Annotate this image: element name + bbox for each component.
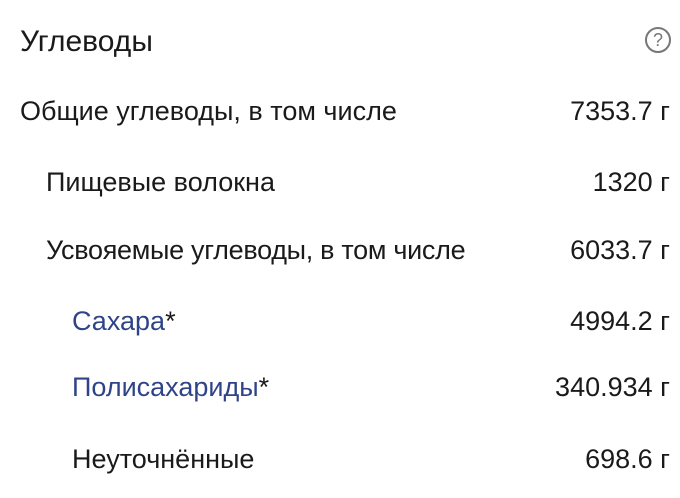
row-value: 340.934 г — [555, 372, 670, 402]
row-label: Усвояемые углеводы, в том числе — [46, 235, 466, 265]
row-fiber: Пищевые волокна 1320 г — [0, 162, 670, 202]
row-label: Пищевые волокна — [46, 167, 275, 197]
row-polysaccharides: Полисахариды* 340.934 г — [0, 367, 670, 407]
row-value: 7353.7 г — [570, 96, 670, 126]
row-value: 6033.7 г — [570, 235, 670, 265]
polysaccharides-link[interactable]: Полисахариды — [72, 372, 259, 402]
row-sugars: Сахара* 4994.2 г — [0, 301, 670, 341]
row-value: 4994.2 г — [570, 306, 670, 336]
section-title: Углеводы — [20, 25, 153, 58]
footnote-marker: * — [165, 306, 176, 336]
row-value: 1320 г — [592, 167, 670, 197]
row-digestible-carbs: Усвояемые углеводы, в том числе 6033.7 г — [0, 230, 670, 270]
footnote-marker: * — [258, 372, 270, 402]
help-icon[interactable]: ? — [645, 27, 671, 53]
sugars-link[interactable]: Сахара — [72, 306, 166, 336]
row-label: Неуточнённые — [72, 444, 255, 474]
row-value: 698.6 г — [585, 444, 670, 474]
row-unspecified: Неуточнённые 698.6 г — [0, 439, 670, 479]
row-total-carbs: Общие углеводы, в том числе 7353.7 г — [0, 91, 670, 131]
row-label: Общие углеводы, в том числе — [20, 96, 397, 126]
